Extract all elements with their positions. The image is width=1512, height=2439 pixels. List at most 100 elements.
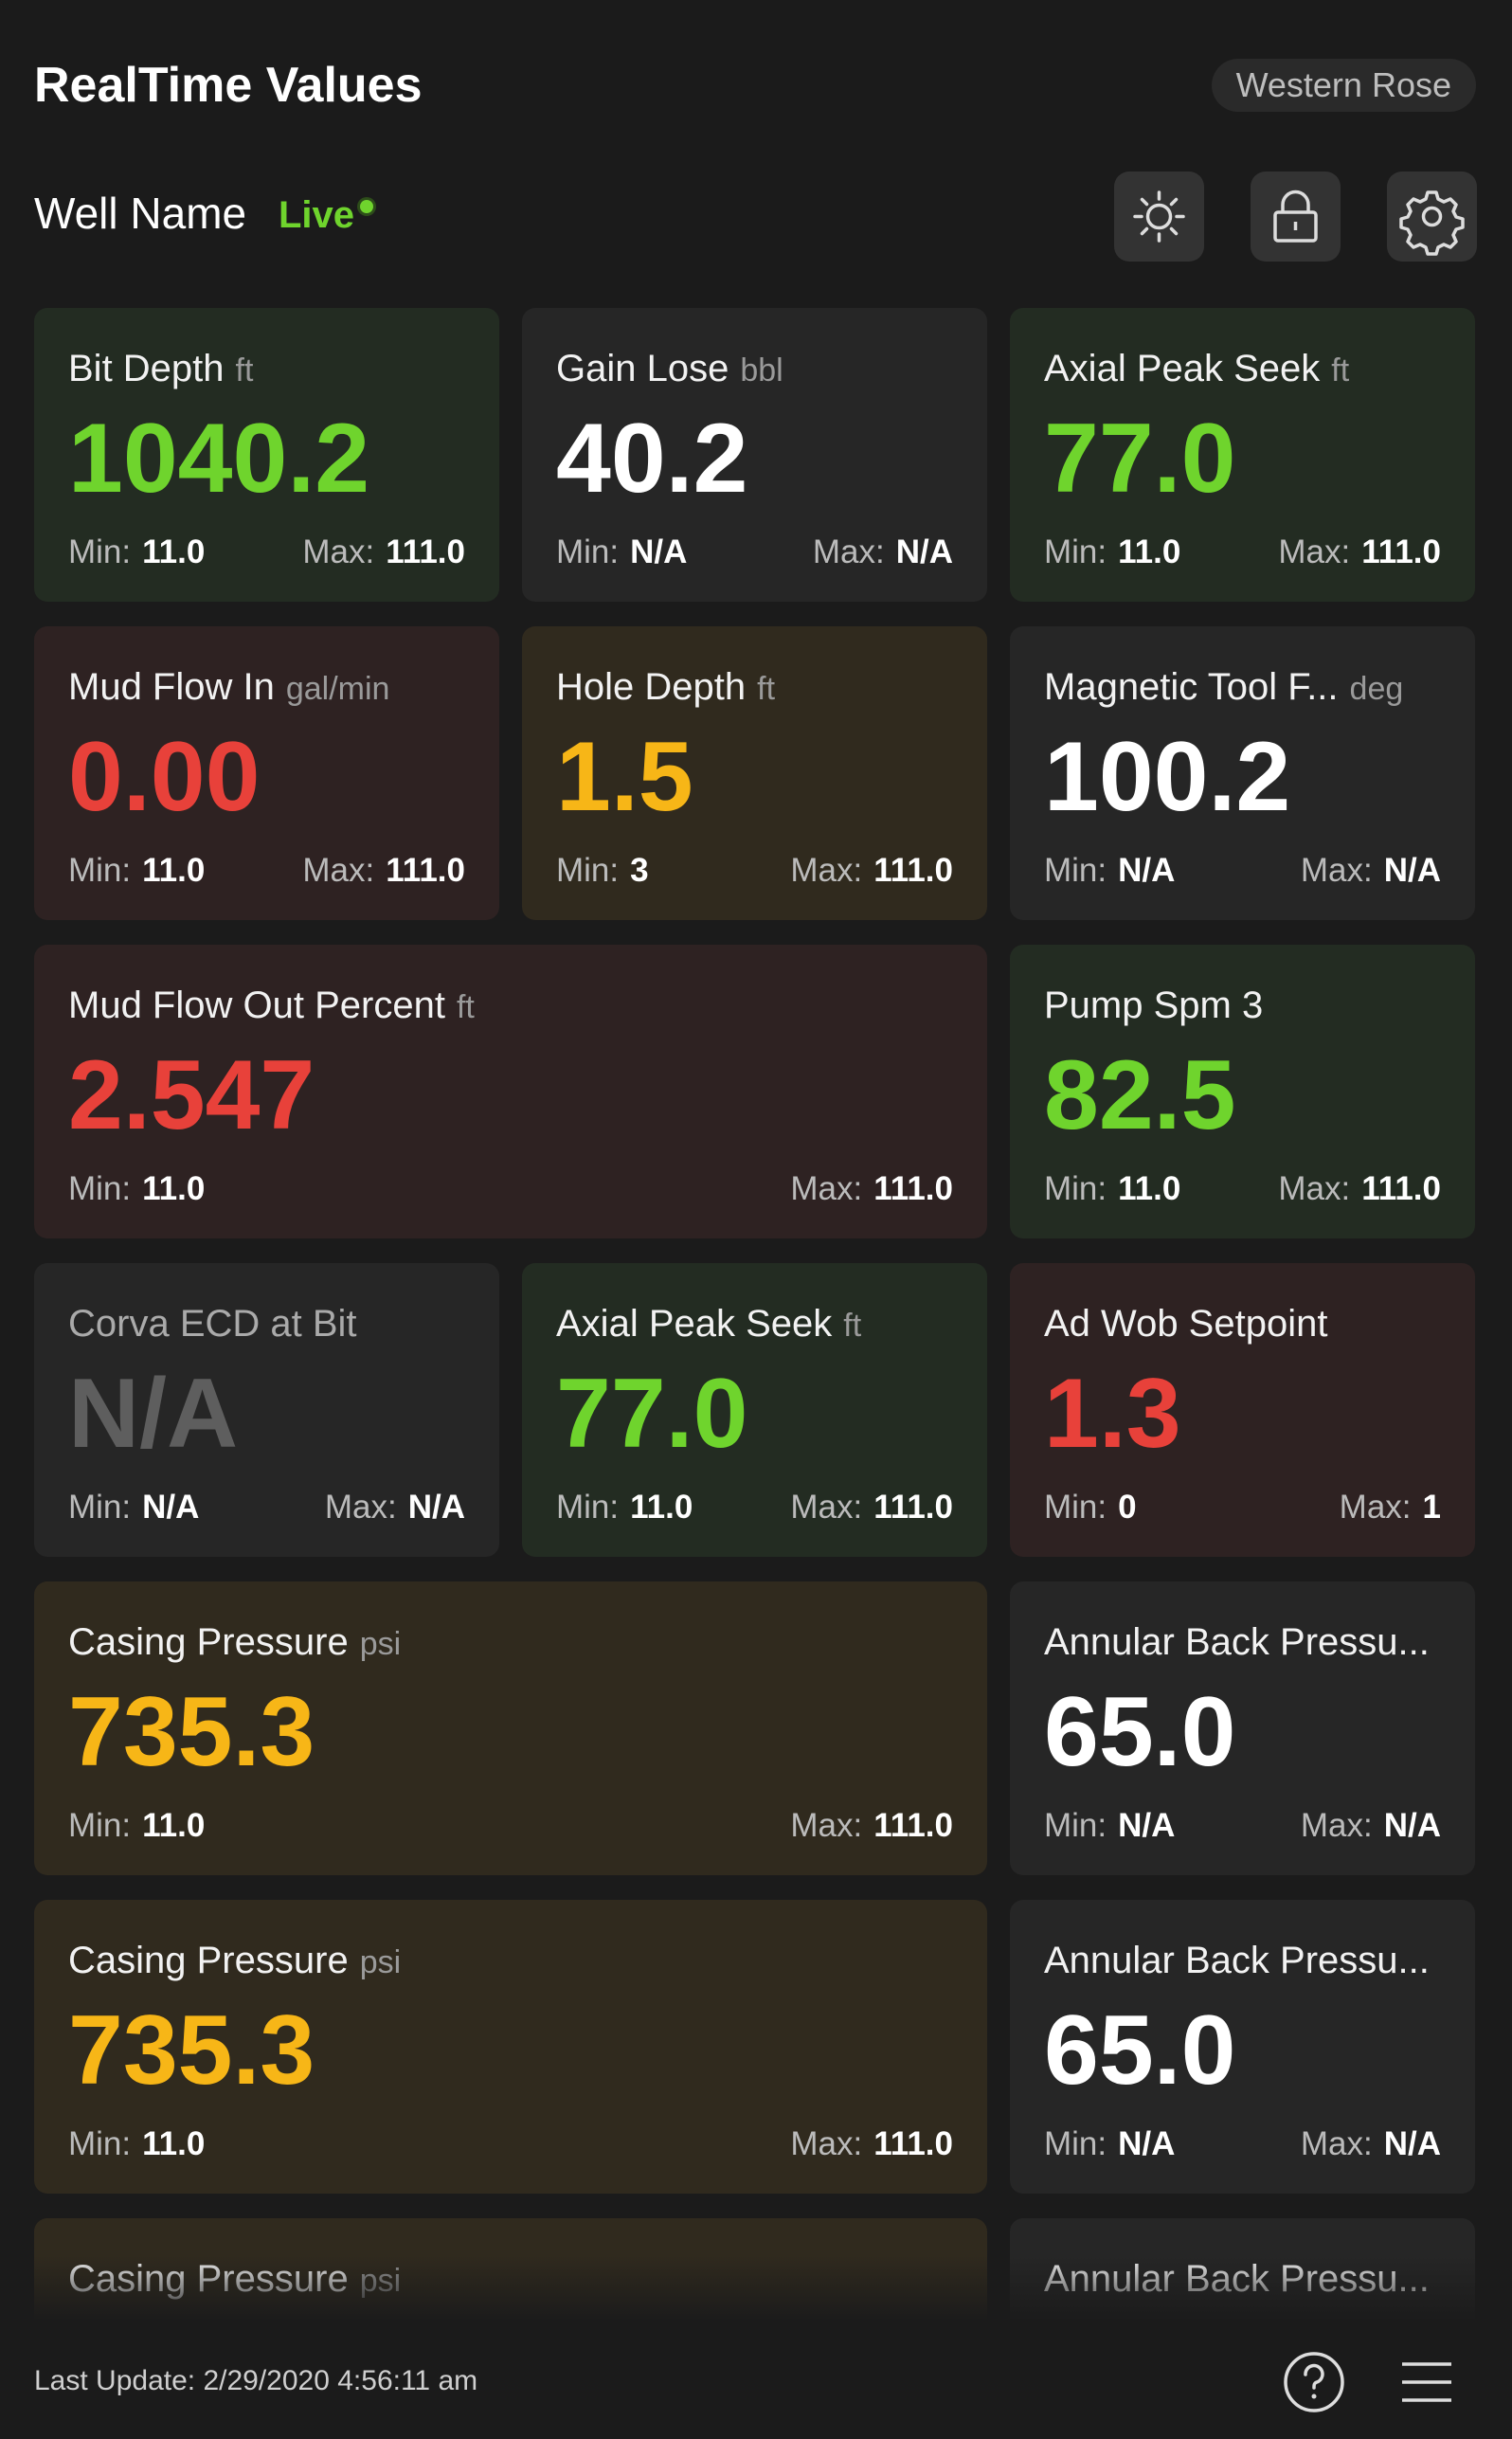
label-text: Axial Peak Seek: [556, 1303, 833, 1345]
min: Min: 11.0: [1044, 1170, 1180, 1208]
live-dot: [360, 200, 373, 213]
value: 735.3: [68, 1996, 315, 2105]
max-label: Max:: [790, 1489, 863, 1526]
min-value: N/A: [1118, 1807, 1176, 1844]
theme-button[interactable]: [1114, 172, 1204, 262]
live-status: Live: [279, 194, 355, 236]
max: Max: 111.0: [790, 852, 953, 890]
card-label: Gain Lose bbl: [556, 348, 783, 390]
value: 735.3: [68, 1677, 315, 1787]
min-label: Min:: [68, 1170, 132, 1207]
max: Max: 111.0: [790, 1170, 953, 1208]
metric-card: Axial Peak Seek ft 77.0 Min: 11.0 Max: 111.0: [522, 1263, 987, 1557]
max: Max: N/A: [1301, 1807, 1441, 1845]
label-text: Pump Spm 3: [1044, 985, 1264, 1026]
max-value: 111.0: [873, 1489, 953, 1526]
help-button[interactable]: [1281, 2349, 1347, 2415]
unit: ft: [235, 352, 254, 388]
unit: ft: [843, 1308, 862, 1344]
min-label: Min:: [68, 533, 132, 570]
card-label: Casing Pressure psi: [68, 1621, 401, 1664]
value: 77.0: [1044, 404, 1236, 514]
max-label: Max:: [790, 852, 863, 889]
min-label: Min:: [556, 852, 620, 889]
card-label: Hole Depth ft: [556, 666, 775, 709]
max: Max: 111.0: [790, 1489, 953, 1527]
max-label: Max:: [1278, 1170, 1351, 1207]
unit: psi: [359, 1626, 402, 1662]
card-label: Annular Back Pressu...: [1044, 1621, 1430, 1664]
max-value: 111.0: [1361, 533, 1441, 570]
value: 0.00: [68, 722, 261, 832]
card-label: Pump Spm 3: [1044, 985, 1263, 1027]
max-label: Max:: [790, 2125, 863, 2162]
min: Min: 0: [1044, 1489, 1137, 1527]
max-label: Max:: [812, 533, 885, 570]
min-label: Min:: [68, 1807, 132, 1844]
page-title: RealTime Values: [34, 58, 423, 113]
card-label: Axial Peak Seek ft: [1044, 348, 1349, 390]
card-label: Axial Peak Seek ft: [556, 1303, 861, 1346]
metric-card: Mud Flow Out Percent ft 2.547 Min: 11.0 Max: 1…: [34, 945, 987, 1238]
max-value: N/A: [1383, 2125, 1441, 2162]
max-value: 111.0: [386, 852, 465, 889]
max-label: Max:: [302, 852, 375, 889]
max-value: 111.0: [873, 852, 953, 889]
max: Max: 111.0: [790, 2125, 953, 2163]
max-label: Max:: [790, 1807, 863, 1844]
max: Max: N/A: [813, 533, 953, 571]
card-label: Magnetic Tool F... deg: [1044, 666, 1403, 709]
min-label: Min:: [68, 2125, 132, 2162]
max: Max: 111.0: [302, 533, 465, 571]
max-label: Max:: [1300, 852, 1373, 889]
unit: psi: [359, 1944, 402, 1980]
fade: [0, 2255, 1512, 2322]
max-label: Max:: [790, 1170, 863, 1207]
value: 2.547: [68, 1040, 315, 1150]
value: 100.2: [1044, 722, 1291, 832]
min: Min: 11.0: [68, 2125, 205, 2163]
min-label: Min:: [556, 1489, 620, 1526]
min-label: Min:: [68, 1489, 132, 1526]
menu-button[interactable]: [1400, 2358, 1453, 2406]
min: Min: 11.0: [68, 1807, 205, 1845]
metric-card: Magnetic Tool F... deg 100.2 Min: N/A Max: N/A: [1010, 626, 1475, 920]
min: Min: N/A: [1044, 1807, 1175, 1845]
min-label: Min:: [1044, 1170, 1107, 1207]
min: Min: 11.0: [68, 852, 205, 890]
max-value: 111.0: [873, 1807, 953, 1844]
max: Max: N/A: [1301, 2125, 1441, 2163]
card-label: Mud Flow In gal/min: [68, 666, 389, 709]
value: 65.0: [1044, 1996, 1236, 2105]
site-selector[interactable]: Western Rose: [1211, 59, 1476, 112]
label-text: Mud Flow Out Percent: [68, 985, 445, 1026]
unit: gal/min: [285, 671, 390, 707]
metric-card: Gain Lose bbl 40.2 Min: N/A Max: N/A: [522, 308, 987, 602]
value: 1040.2: [68, 404, 370, 514]
max-value: 111.0: [1361, 1170, 1441, 1207]
metric-card: Pump Spm 3 82.5 Min: 11.0 Max: 111.0: [1010, 945, 1475, 1238]
min-label: Min:: [1044, 1807, 1107, 1844]
value: 82.5: [1044, 1040, 1236, 1150]
unit: ft: [456, 989, 475, 1025]
label-text: Gain Lose: [556, 348, 729, 389]
value: 1.3: [1044, 1359, 1181, 1469]
max: Max: N/A: [1301, 852, 1441, 890]
settings-button[interactable]: [1387, 172, 1477, 262]
lock-button[interactable]: [1251, 172, 1341, 262]
max-value: 1: [1422, 1489, 1441, 1526]
min-value: N/A: [1118, 2125, 1176, 2162]
max-value: 111.0: [386, 533, 465, 570]
max-label: Max:: [1300, 2125, 1373, 2162]
last-update: Last Update: 2/29/2020 4:56:11 am: [34, 2365, 478, 2396]
metric-card: Annular Back Pressu... 65.0 Min: N/A Max: N/A: [1010, 1900, 1475, 2194]
min-label: Min:: [68, 852, 132, 889]
label-text: Ad Wob Setpoint: [1044, 1303, 1328, 1345]
min: Min: 11.0: [68, 1170, 205, 1208]
label-text: Bit Depth: [68, 348, 225, 389]
min-label: Min:: [1044, 852, 1107, 889]
min-value: 11.0: [142, 852, 206, 889]
unit: ft: [757, 671, 776, 707]
max-value: 111.0: [873, 2125, 953, 2162]
unit: deg: [1349, 671, 1404, 707]
